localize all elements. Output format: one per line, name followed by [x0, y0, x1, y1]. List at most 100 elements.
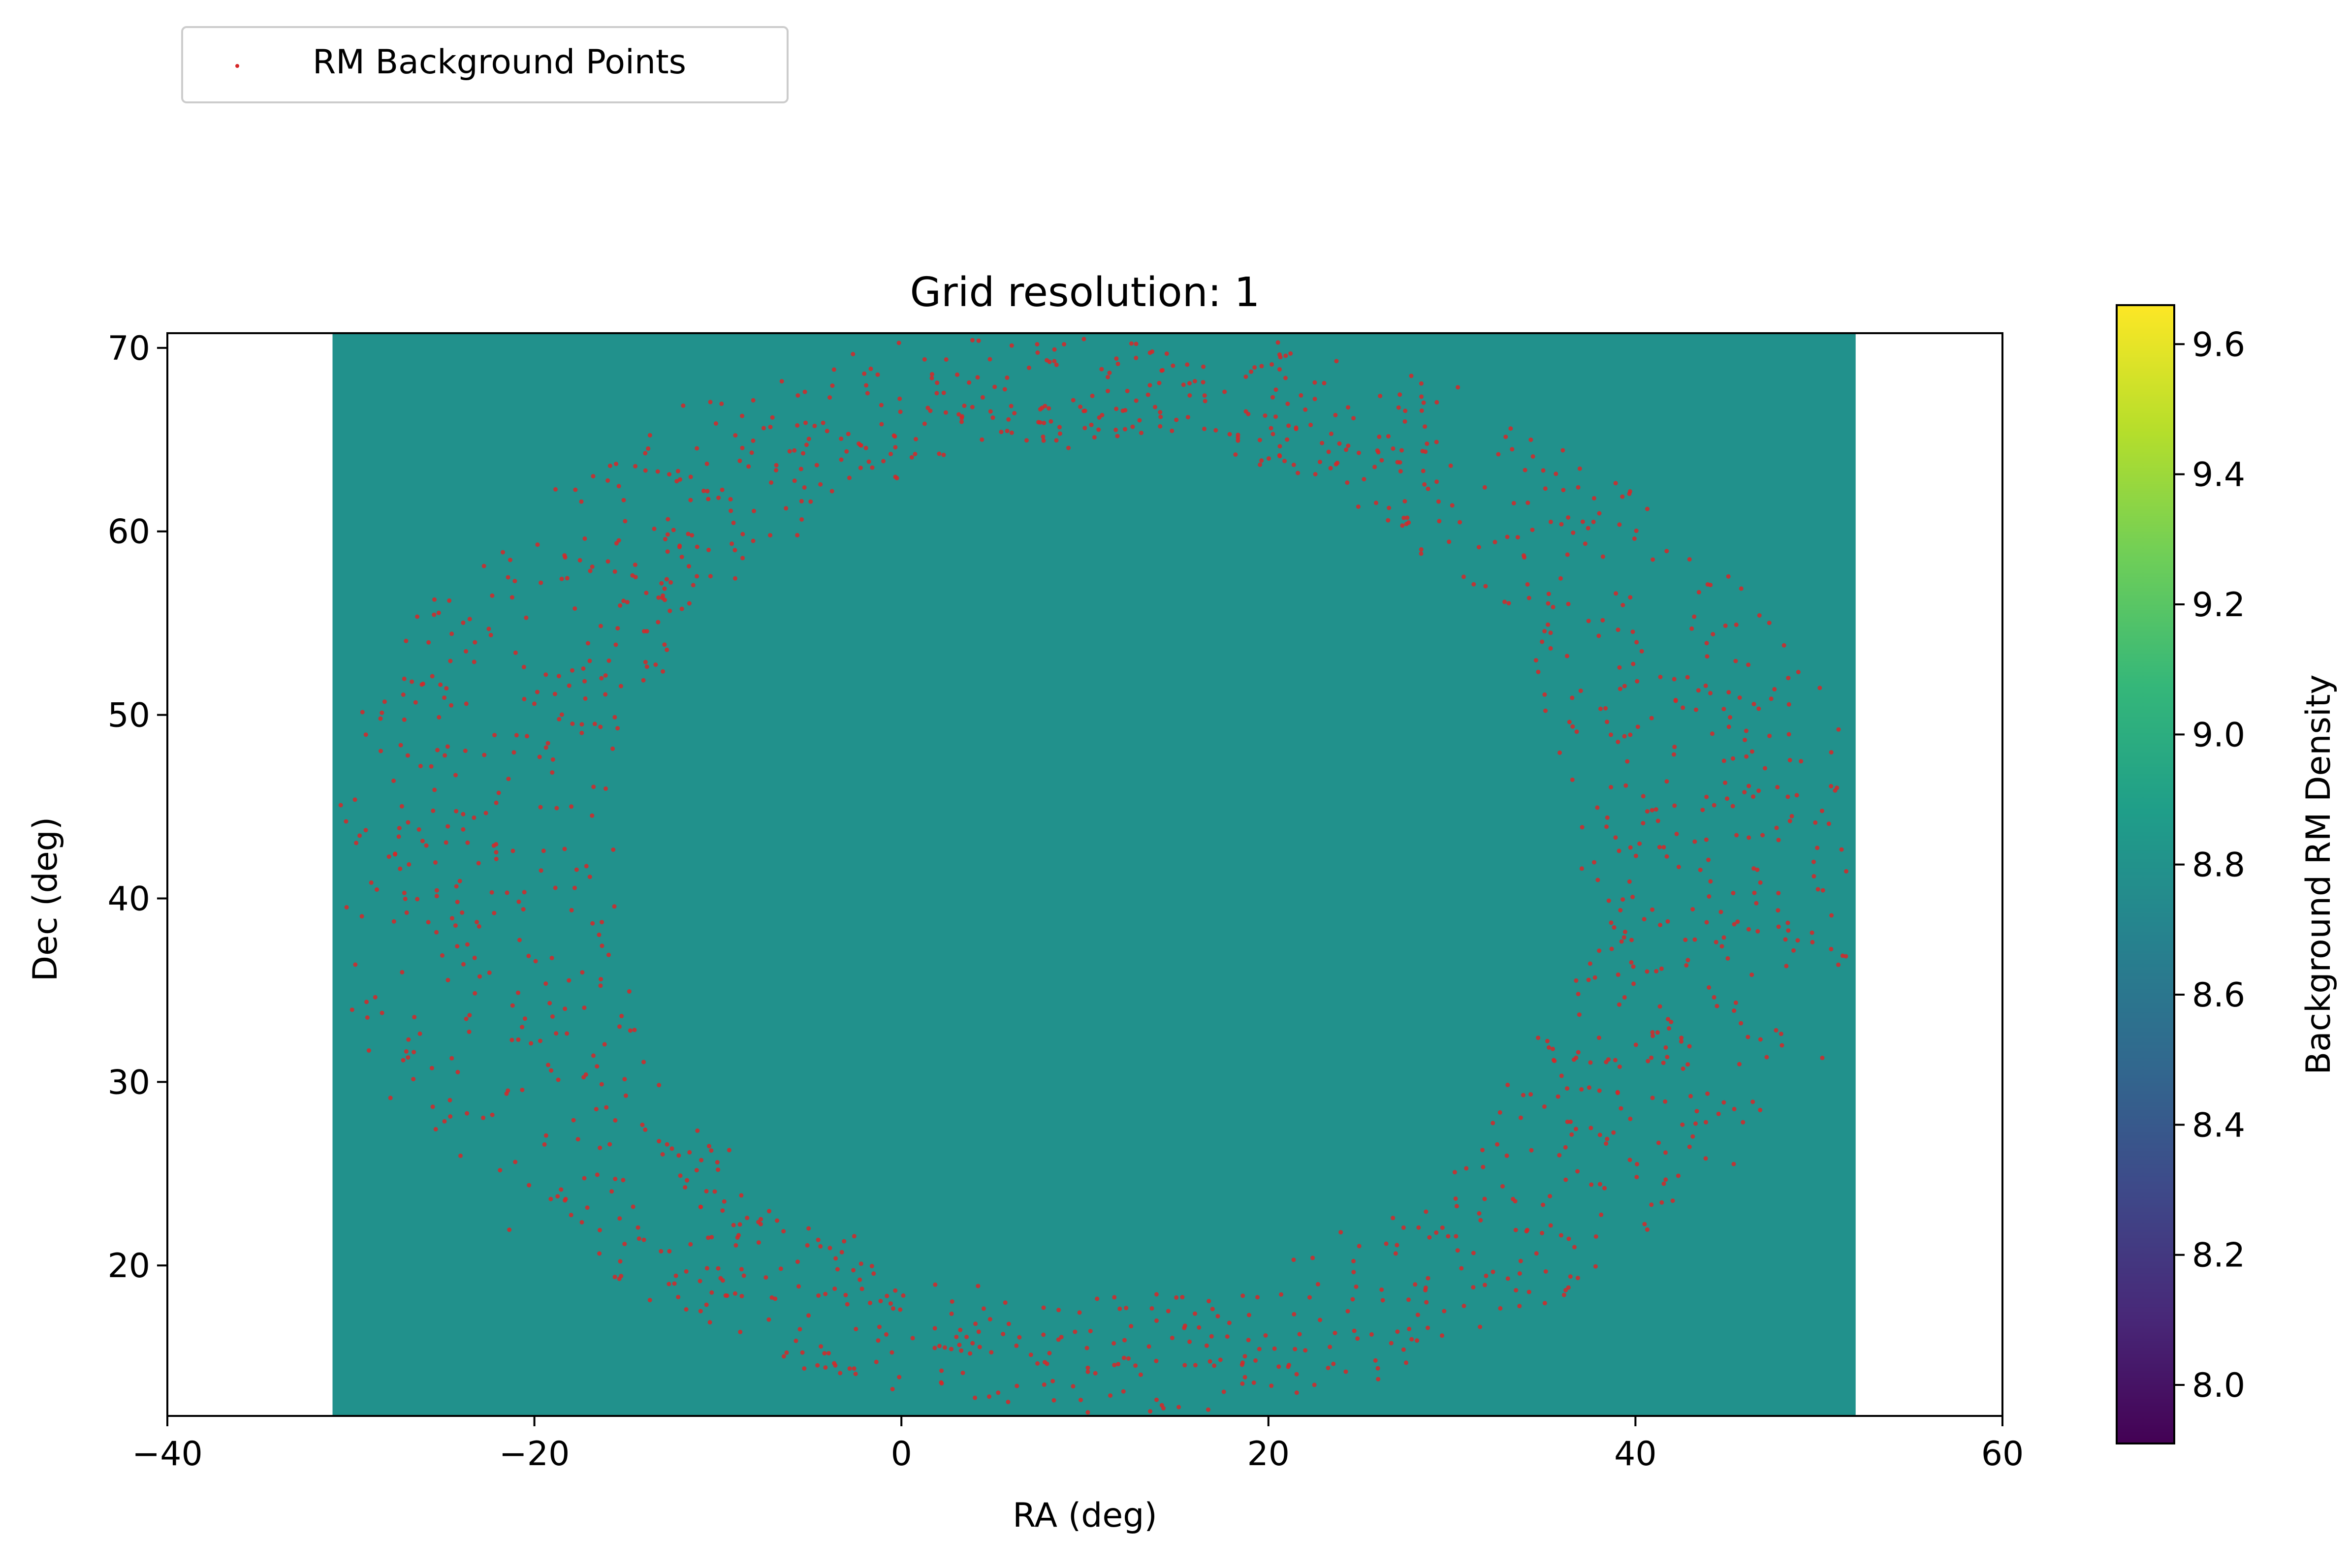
- scatter-point: [363, 732, 368, 737]
- scatter-point: [1763, 766, 1768, 771]
- scatter-point: [1322, 380, 1327, 385]
- scatter-point: [1685, 958, 1690, 963]
- scatter-point: [1448, 463, 1453, 468]
- scatter-point: [598, 1145, 603, 1150]
- scatter-point: [1277, 352, 1282, 357]
- scatter-point: [1526, 1289, 1531, 1294]
- scatter-point: [505, 890, 509, 895]
- scatter-point: [706, 547, 711, 552]
- scatter-point: [625, 600, 630, 604]
- scatter-point: [510, 1003, 515, 1008]
- scatter-point: [1776, 908, 1780, 913]
- scatter-point: [1251, 1380, 1256, 1385]
- scatter-point: [1357, 450, 1361, 455]
- scatter-point: [1787, 758, 1792, 762]
- scatter-point: [1696, 688, 1701, 693]
- scatter-point: [535, 690, 540, 694]
- scatter-point: [473, 640, 477, 645]
- scatter-point: [1742, 790, 1747, 795]
- scatter-point: [1312, 380, 1317, 385]
- scatter-point: [973, 1321, 978, 1326]
- scatter-point: [1002, 387, 1007, 392]
- scatter-point: [1665, 919, 1670, 924]
- scatter-point: [732, 1291, 737, 1296]
- scatter-point: [684, 1269, 689, 1274]
- scatter-point: [698, 1204, 703, 1209]
- scatter-point: [1749, 749, 1754, 754]
- scatter-point: [1085, 1410, 1090, 1415]
- scatter-point: [792, 448, 797, 453]
- scatter-point: [1450, 503, 1455, 508]
- scatter-point: [1774, 825, 1779, 830]
- scatter-point: [1458, 520, 1462, 525]
- scatter-point: [1681, 705, 1685, 710]
- scatter-point: [1743, 738, 1747, 742]
- scatter-point: [1840, 953, 1845, 958]
- scatter-point: [784, 506, 789, 511]
- scatter-point: [688, 1242, 693, 1247]
- scatter-point: [664, 577, 669, 582]
- scatter-point: [1721, 935, 1726, 940]
- scatter-point: [1097, 415, 1102, 420]
- scatter-point: [1726, 724, 1731, 729]
- scatter-point: [1255, 1295, 1260, 1300]
- scatter-point: [419, 682, 424, 687]
- scatter-point: [494, 800, 499, 805]
- scatter-point: [582, 679, 587, 684]
- scatter-point: [1303, 407, 1308, 412]
- scatter-point: [1006, 1321, 1011, 1326]
- scatter-point: [1197, 1325, 1202, 1330]
- scatter-point: [1628, 595, 1633, 600]
- scatter-point: [533, 959, 538, 964]
- scatter-point: [401, 692, 406, 697]
- scatter-point: [1731, 756, 1735, 761]
- scatter-point: [999, 430, 1004, 435]
- scatter-point: [388, 1096, 393, 1100]
- scatter-point: [1346, 405, 1351, 410]
- colorbar-tick-label: 8.2: [2192, 1236, 2245, 1275]
- scatter-point: [1725, 796, 1730, 801]
- scatter-point: [1528, 438, 1533, 442]
- scatter-point: [1351, 416, 1356, 421]
- scatter-point: [826, 1351, 831, 1356]
- scatter-point: [1734, 622, 1739, 627]
- scatter-point: [1277, 454, 1282, 459]
- scatter-point: [773, 1296, 778, 1301]
- scatter-point: [1628, 845, 1633, 850]
- scatter-point: [656, 595, 661, 600]
- scatter-point: [572, 885, 577, 890]
- scatter-point: [1202, 393, 1207, 398]
- scatter-point: [1603, 706, 1608, 711]
- scatter-point: [1129, 341, 1134, 346]
- scatter-point: [541, 848, 546, 853]
- scatter-point: [420, 839, 425, 844]
- scatter-point: [1042, 420, 1047, 425]
- scatter-point: [1351, 1258, 1356, 1263]
- scatter-point: [1157, 380, 1162, 385]
- scatter-point: [1615, 1090, 1620, 1095]
- scatter-point: [1357, 1244, 1362, 1249]
- scatter-point: [1685, 675, 1690, 680]
- scatter-point: [1345, 1309, 1350, 1314]
- scatter-point: [1655, 818, 1660, 823]
- scatter-point: [890, 1387, 895, 1391]
- scatter-point: [962, 404, 967, 408]
- scatter-point: [1009, 404, 1014, 408]
- scatter-point: [1355, 1336, 1360, 1341]
- scatter-point: [852, 1234, 857, 1239]
- scatter-point: [739, 1294, 744, 1298]
- scatter-point: [1597, 511, 1602, 516]
- scatter-point: [641, 1237, 646, 1242]
- scatter-point: [1609, 946, 1614, 951]
- scatter-point: [662, 586, 667, 591]
- scatter-point: [1599, 1212, 1604, 1217]
- scatter-point: [980, 395, 985, 400]
- scatter-point: [1517, 1304, 1522, 1309]
- scatter-point: [868, 1300, 873, 1305]
- scatter-point: [863, 445, 868, 450]
- scatter-point: [585, 1205, 590, 1210]
- scatter-point: [1714, 1004, 1719, 1008]
- scatter-point: [1548, 519, 1553, 524]
- scatter-point: [976, 1284, 981, 1288]
- scatter-point: [1836, 962, 1841, 967]
